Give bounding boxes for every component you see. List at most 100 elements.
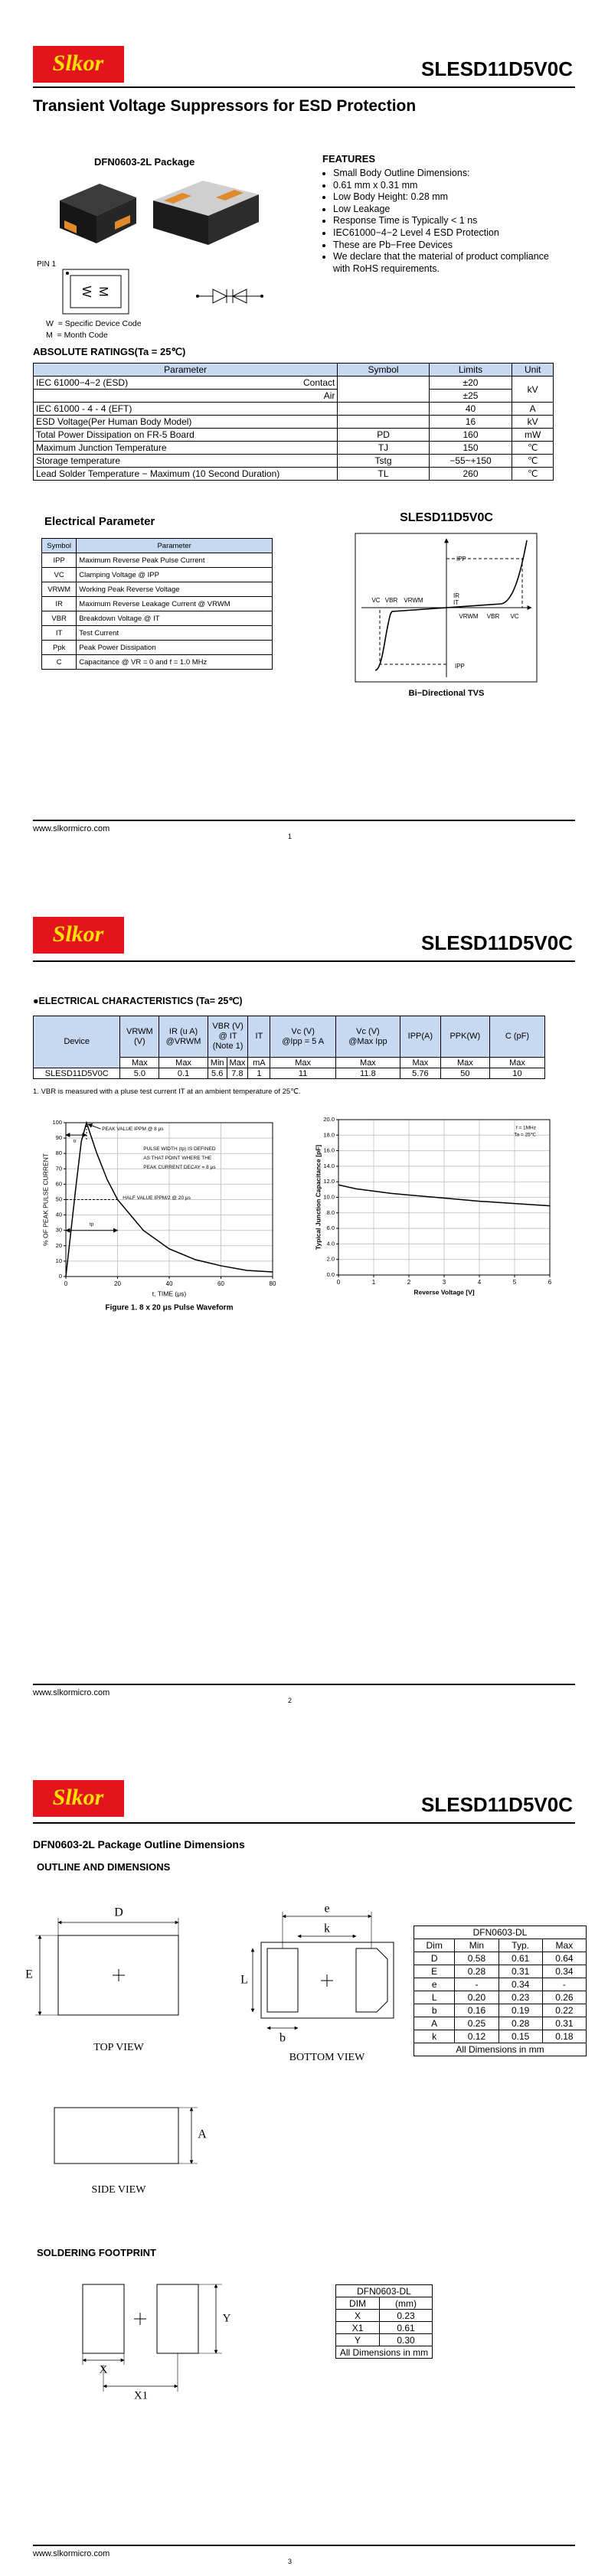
- sub-header-cell: Min: [207, 1057, 227, 1068]
- iv-caption: Bi−Directional TVS: [409, 689, 485, 698]
- row: Air ±25: [32, 389, 554, 403]
- cell: 0.28: [498, 2017, 543, 2030]
- row: e -0.34-: [413, 1978, 587, 1991]
- iv-title: SLESD11D5V0C: [400, 511, 493, 524]
- y-tick-label: 90: [56, 1134, 62, 1141]
- features-heading: FEATURES: [322, 153, 376, 165]
- y-tick-label: 40: [56, 1211, 62, 1218]
- row: IPP Maximum Reverse Peak Pulse Current: [41, 553, 273, 568]
- x-tick-label: 80: [270, 1280, 276, 1287]
- logo-box: [33, 1780, 124, 1817]
- parameter-cell: IEC 61000 - 4 - 4 (EFT): [32, 402, 338, 416]
- sub-header-cell: Max: [440, 1057, 490, 1068]
- header-cell: VRWM (V): [119, 1016, 160, 1058]
- parameter-cell: Total Power Dissipation on FR-5 Board: [32, 428, 338, 442]
- row: L 0.20 0.23 0.26: [413, 1991, 587, 2004]
- header-row: DIM (mm): [335, 2297, 433, 2310]
- title: Transient Voltage Suppressors for ESD Pr…: [33, 97, 417, 115]
- header-cell: PPK(W): [440, 1016, 490, 1058]
- part-number: SLESD11D5V0C: [421, 931, 573, 954]
- sub-header-cell: Max: [270, 1057, 336, 1068]
- legend-entry: Ta = 25℃: [514, 1133, 537, 1138]
- pad: [355, 1948, 388, 2013]
- feature-item: These are Pb−Free Devices: [333, 240, 563, 252]
- annotation: HALF VALUE IPPM/2 @ 20 μs: [123, 1195, 191, 1201]
- symbol-cell: PD: [337, 428, 430, 442]
- header-line: Device: [64, 1037, 90, 1046]
- symbol-cell: [337, 376, 430, 403]
- x-tick-label: 1: [372, 1279, 376, 1286]
- section-heading: SOLDERING FOOTPRINT: [37, 2247, 156, 2258]
- cell: A: [413, 2017, 456, 2030]
- limit-cell: 16: [428, 415, 513, 429]
- pad: [266, 1948, 299, 2013]
- y-tick-label: 100: [52, 1119, 62, 1126]
- row: VC Clamping Voltage @ IPP: [41, 567, 273, 582]
- x-axis-label: Reverse Voltage [V]: [414, 1288, 474, 1296]
- annotation: tr: [74, 1139, 77, 1144]
- cell: 10: [489, 1068, 546, 1079]
- dimension-label: k: [324, 1922, 330, 1935]
- table-note: 1. VBR is measured with a pluse test cur…: [33, 1087, 301, 1096]
- side-view-body: [54, 2107, 179, 2164]
- cell: 0.31: [541, 2017, 587, 2030]
- cell: SLESD11D5V0C: [32, 1068, 121, 1079]
- unit-cell: kV: [512, 376, 554, 403]
- marking-note: W = Specific Device Code: [46, 319, 142, 328]
- header-cell: Min: [454, 1939, 499, 1952]
- row: E 0.28 0.31 0.34: [413, 1965, 587, 1978]
- unit-cell: A: [512, 402, 554, 416]
- iv-guide: [379, 558, 523, 665]
- cell: 0.18: [541, 2030, 587, 2043]
- symbol-cell: [337, 415, 430, 429]
- package-top: [153, 181, 259, 216]
- iv-label: IPP: [455, 663, 465, 670]
- y-tick-label: 60: [56, 1180, 62, 1187]
- dimension-label: E: [25, 1968, 33, 1981]
- cell: 0.22: [541, 2004, 587, 2017]
- footnote-row: All Dimensions in mm: [414, 2043, 587, 2056]
- plot-frame: [65, 1122, 273, 1277]
- unit-cell: kV: [512, 415, 554, 429]
- limit-cell: 40: [428, 402, 513, 416]
- page-number: 1: [288, 833, 293, 840]
- cell: 0.58: [454, 1952, 499, 1965]
- header-line: IT: [255, 1032, 263, 1041]
- header-line: IPP(A): [407, 1032, 433, 1041]
- terminal: [115, 215, 130, 230]
- x-tick-label: 5: [513, 1279, 517, 1286]
- y-tick-label: 4.0: [327, 1240, 335, 1247]
- marking-note: M = Month Code: [46, 331, 108, 340]
- x-tick-label: 3: [443, 1279, 446, 1286]
- x-tick-label: 6: [548, 1279, 552, 1286]
- logo-box: [33, 917, 124, 954]
- package-side: [96, 197, 136, 243]
- cell: VBR: [41, 611, 77, 626]
- row: VBR Breakdown Voltage @ IT: [41, 611, 273, 626]
- feature-item: Low Leakage: [333, 204, 563, 216]
- logo: Slkor: [53, 51, 104, 76]
- parameter-cell: ESD Voltage(Per Human Body Model): [32, 415, 338, 429]
- characteristics-table: Device VRWM (V) IR (u A) @VRWM VBR (V) @ IT (No…: [32, 1016, 546, 1079]
- marking-inner: [70, 275, 122, 308]
- y-tick-label: 6.0: [327, 1224, 335, 1231]
- dimension-label: X: [100, 2363, 108, 2375]
- cell: 5.0: [119, 1068, 160, 1079]
- cell: Ppk: [41, 640, 77, 655]
- row: k 0.12 0.15 0.18: [413, 2030, 587, 2043]
- parameter-cell: Lead Solder Temperature − Maximum (10 Se…: [32, 467, 338, 481]
- cell: Test Current: [76, 625, 273, 641]
- annotation-arrow: [87, 1123, 101, 1130]
- package-top: [60, 184, 136, 216]
- header-row: Dim Min Typ. Max: [413, 1939, 587, 1952]
- y-tick-label: 18.0: [323, 1131, 335, 1138]
- cell: k: [413, 2030, 456, 2043]
- cell: 0.25: [454, 2017, 499, 2030]
- header-line: Vc (V): [291, 1026, 315, 1036]
- table-footnote: All Dimensions in mm: [414, 2043, 587, 2056]
- cell: Peak Power Dissipation: [76, 640, 273, 655]
- iv-label: VBR: [487, 613, 500, 620]
- header-cell: Limits: [428, 363, 513, 377]
- row: A 0.25 0.28 0.31: [413, 2017, 587, 2030]
